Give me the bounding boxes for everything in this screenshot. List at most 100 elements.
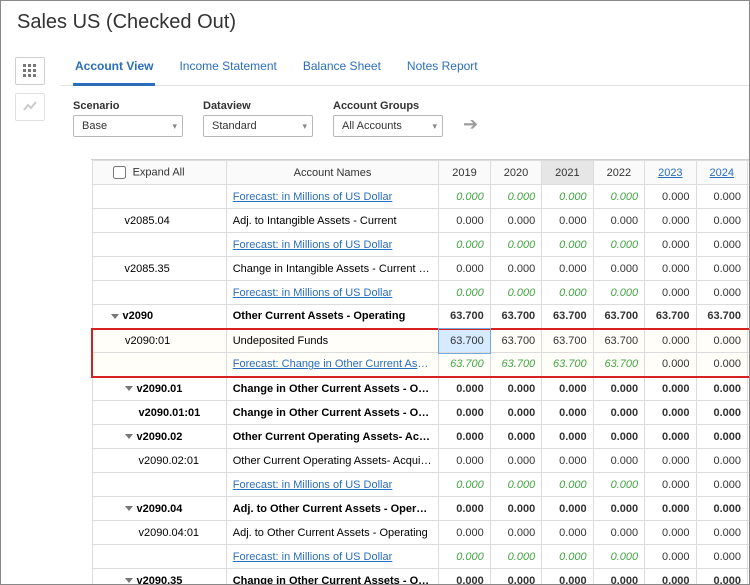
cell-value[interactable]: 0.000 <box>645 185 696 209</box>
cell-value[interactable]: 0.000 <box>748 185 750 209</box>
cell-value[interactable]: 0.000 <box>542 401 593 425</box>
cell-value[interactable]: 0.000 <box>645 569 696 585</box>
year-col-2019[interactable]: 2019 <box>439 161 490 185</box>
cell-value[interactable]: 63.700 <box>439 353 490 377</box>
cell-value[interactable]: 0.000 <box>696 473 747 497</box>
cell-value[interactable]: 0.000 <box>645 377 696 401</box>
grid-view-icon[interactable] <box>15 57 45 85</box>
cell-value[interactable]: 0.000 <box>593 497 644 521</box>
cell-value[interactable]: 0.000 <box>593 281 644 305</box>
cell-value[interactable]: 0.000 <box>542 473 593 497</box>
cell-value[interactable]: 0.000 <box>542 377 593 401</box>
cell-value[interactable]: 0.000 <box>645 257 696 281</box>
cell-value[interactable]: 0.000 <box>645 353 696 377</box>
year-col-2020[interactable]: 2020 <box>490 161 541 185</box>
cell-value[interactable]: 0.000 <box>490 257 541 281</box>
forecast-link[interactable]: Forecast: in Millions of US Dollar <box>226 281 439 305</box>
table-row[interactable]: v2090.02Other Current Operating Assets- … <box>92 425 749 449</box>
scenario-select[interactable]: Base ▾ <box>73 115 183 137</box>
cell-value[interactable]: 0.000 <box>645 449 696 473</box>
cell-value[interactable]: 0.000 <box>439 569 490 585</box>
cell-value[interactable]: 0.000 <box>439 521 490 545</box>
year-col-2022[interactable]: 2022 <box>593 161 644 185</box>
tab-income-statement[interactable]: Income Statement <box>177 51 278 85</box>
table-row[interactable]: v2090Other Current Assets - Operating63.… <box>92 305 749 329</box>
cell-value[interactable]: 0.000 <box>490 449 541 473</box>
cell-value[interactable]: 0.000 <box>696 425 747 449</box>
cell-value[interactable]: 0.000 <box>593 545 644 569</box>
cell-value[interactable]: 0.000 <box>439 473 490 497</box>
cell-value[interactable]: 0.000 <box>593 377 644 401</box>
cell-value[interactable]: 0.000 <box>593 569 644 585</box>
cell-value[interactable]: 0.000 <box>645 281 696 305</box>
cell-value[interactable]: 0.000 <box>593 257 644 281</box>
cell-value[interactable]: 0.000 <box>542 497 593 521</box>
cell-value[interactable]: 0.000 <box>542 545 593 569</box>
cell-value[interactable]: 0.000 <box>696 185 747 209</box>
cell-value[interactable]: 0.000 <box>748 353 750 377</box>
cell-value[interactable]: 0.000 <box>645 209 696 233</box>
cell-value[interactable]: 0.000 <box>748 257 750 281</box>
cell-value[interactable]: 0.000 <box>593 473 644 497</box>
cell-value[interactable]: 0.000 <box>748 329 750 353</box>
cell-value[interactable]: 0.000 <box>542 257 593 281</box>
forecast-link[interactable]: Forecast: in Millions of US Dollar <box>226 233 439 257</box>
expand-all-header[interactable]: Expand All <box>92 161 226 185</box>
cell-value[interactable]: 63.700 <box>439 329 490 353</box>
table-row[interactable]: Forecast: in Millions of US Dollar0.0000… <box>92 233 749 257</box>
cell-value[interactable]: 63.700 <box>593 329 644 353</box>
table-row[interactable]: v2090.35Change in Other Current Assets -… <box>92 569 749 585</box>
cell-value[interactable]: 0.000 <box>542 233 593 257</box>
cell-value[interactable]: 0.000 <box>439 377 490 401</box>
cell-value[interactable]: 0.000 <box>593 401 644 425</box>
cell-value[interactable]: 0.000 <box>542 281 593 305</box>
tab-notes-report[interactable]: Notes Report <box>405 51 480 85</box>
cell-value[interactable]: 0.000 <box>748 473 750 497</box>
cell-value[interactable]: 0.000 <box>490 209 541 233</box>
forecast-link[interactable]: Forecast: Change in Other Current Assets <box>226 353 439 377</box>
cell-value[interactable]: 0.000 <box>439 425 490 449</box>
cell-value[interactable]: 0.000 <box>439 209 490 233</box>
cell-value[interactable]: 0.000 <box>645 401 696 425</box>
cell-value[interactable]: 0.000 <box>490 377 541 401</box>
forecast-link[interactable]: Forecast: in Millions of US Dollar <box>226 473 439 497</box>
year-col-2025[interactable]: 2025 <box>748 161 750 185</box>
cell-value[interactable]: 0.000 <box>696 233 747 257</box>
cell-value[interactable]: 0.000 <box>439 233 490 257</box>
cell-value[interactable]: 0.000 <box>696 545 747 569</box>
cell-value[interactable]: 0.000 <box>490 569 541 585</box>
cell-value[interactable]: 0.000 <box>748 233 750 257</box>
cell-value[interactable]: 0.000 <box>490 281 541 305</box>
dataview-select[interactable]: Standard ▾ <box>203 115 313 137</box>
table-row[interactable]: v2090.01Change in Other Current Assets -… <box>92 377 749 401</box>
cell-value[interactable]: 0.000 <box>696 497 747 521</box>
cell-value[interactable]: 0.000 <box>542 209 593 233</box>
cell-value[interactable]: 0.000 <box>748 377 750 401</box>
cell-value[interactable]: 0.000 <box>696 329 747 353</box>
tab-account-view[interactable]: Account View <box>73 51 155 86</box>
cell-value[interactable]: 0.000 <box>696 353 747 377</box>
cell-value[interactable]: 63.700 <box>542 305 593 329</box>
cell-value[interactable]: 63.700 <box>439 305 490 329</box>
cell-value[interactable]: 0.000 <box>542 449 593 473</box>
cell-value[interactable]: 63.700 <box>490 329 541 353</box>
cell-value[interactable]: 63.700 <box>490 353 541 377</box>
cell-value[interactable]: 0.000 <box>696 377 747 401</box>
cell-value[interactable]: 0.000 <box>748 209 750 233</box>
cell-value[interactable]: 0.000 <box>696 569 747 585</box>
cell-value[interactable]: 0.000 <box>645 497 696 521</box>
cell-value[interactable]: 0.000 <box>490 497 541 521</box>
cell-value[interactable]: 0.000 <box>490 185 541 209</box>
cell-value[interactable]: 0.000 <box>593 425 644 449</box>
tab-balance-sheet[interactable]: Balance Sheet <box>301 51 383 85</box>
cell-value[interactable]: 0.000 <box>748 545 750 569</box>
cell-value[interactable]: 63.700 <box>542 353 593 377</box>
table-row[interactable]: v2085.35Change in Intangible Assets - Cu… <box>92 257 749 281</box>
cell-value[interactable]: 0.000 <box>439 401 490 425</box>
cell-value[interactable]: 0.000 <box>542 521 593 545</box>
cell-value[interactable]: 0.000 <box>696 449 747 473</box>
cell-value[interactable]: 0.000 <box>645 425 696 449</box>
cell-value[interactable]: 0.000 <box>748 569 750 585</box>
cell-value[interactable]: 0.000 <box>645 473 696 497</box>
cell-value[interactable]: 63.700 <box>748 305 750 329</box>
